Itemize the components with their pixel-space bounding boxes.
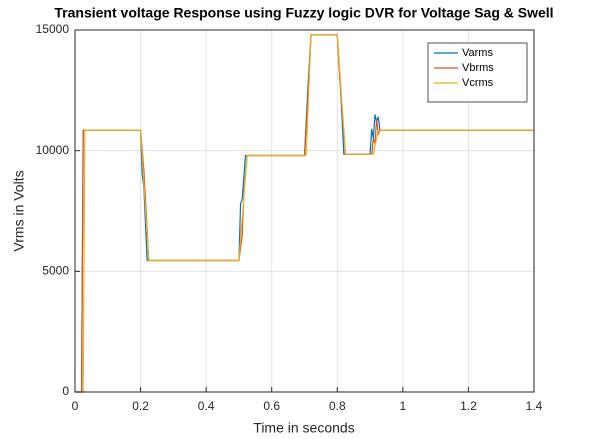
y-axis-label: Vrms in Volts xyxy=(11,170,27,251)
y-tick-label: 5000 xyxy=(42,264,69,278)
legend-label: Vcrms xyxy=(462,77,494,89)
x-tick-label: 0.8 xyxy=(329,399,346,413)
x-tick-label: 1 xyxy=(400,399,407,413)
y-tick-label: 10000 xyxy=(36,143,70,157)
x-tick-label: 0.2 xyxy=(132,399,149,413)
x-tick-label: 0.6 xyxy=(263,399,280,413)
x-tick-label: 0 xyxy=(72,399,79,413)
chart-title: Transient voltage Response using Fuzzy l… xyxy=(54,5,553,21)
x-axis-label: Time in seconds xyxy=(253,420,354,436)
series-line xyxy=(75,34,534,393)
series-line xyxy=(75,34,534,393)
plot-frame xyxy=(74,29,535,393)
x-tick-label: 0.4 xyxy=(198,399,215,413)
y-tick-label: 0 xyxy=(62,384,69,398)
y-tick-label: 15000 xyxy=(36,22,70,36)
legend-label: Vbrms xyxy=(462,62,494,74)
legend: Varms Vbrms Vcrms xyxy=(427,42,528,103)
legend-label: Varms xyxy=(462,47,493,59)
x-tick-label: 1.4 xyxy=(526,399,543,413)
x-tick-label: 1.2 xyxy=(460,399,477,413)
